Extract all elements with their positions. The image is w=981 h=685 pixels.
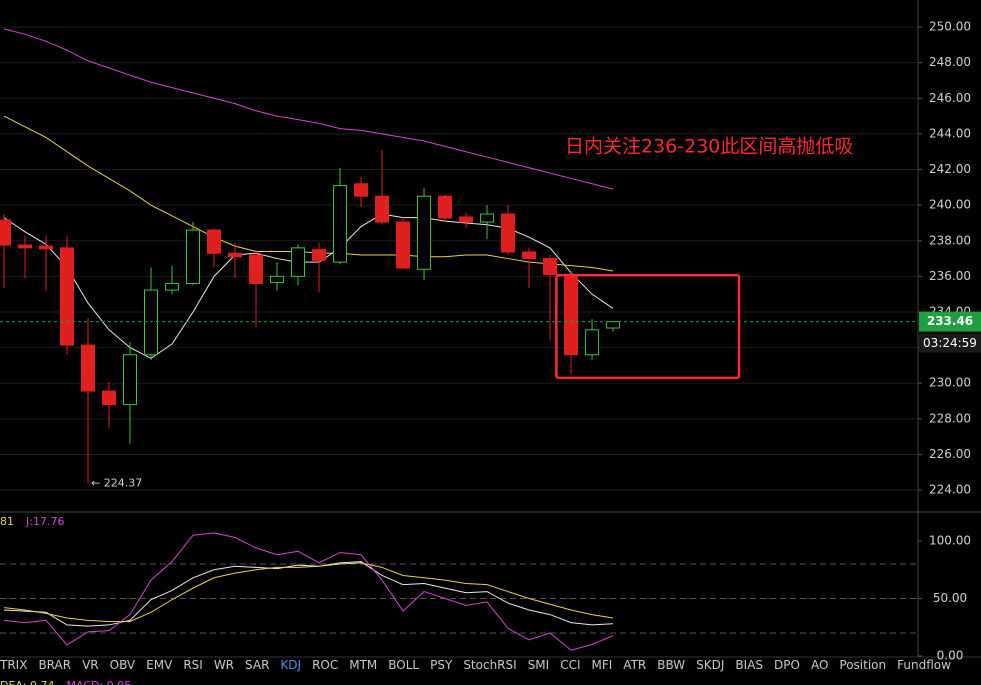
indicator-tab[interactable]: AO (810, 658, 829, 672)
indicator-tab[interactable]: ROC (312, 658, 339, 672)
y-tick-label: 250.00 (929, 20, 971, 34)
candle-body (228, 252, 243, 258)
footer-value: MACD: 0.05 (66, 679, 131, 685)
y-tick-label: 100.00 (929, 533, 971, 547)
moving-average-line (3, 213, 614, 359)
candle-body (207, 229, 222, 254)
annotation: 日内关注236-230此区间高抛低吸 (565, 136, 853, 158)
indicator-tabs: TRIX BRAR VR OBV EMV RSI WR SAR KDJ ROC MTM BOLL PSY… (0, 657, 951, 674)
last-price-label: 233.46 (927, 314, 973, 328)
indicator-tab[interactable]: StochRSI (463, 658, 517, 672)
y-tick-label: 244.00 (929, 126, 971, 140)
indicator-tab[interactable]: WR (213, 658, 235, 672)
y-tick-label: 224.00 (929, 483, 971, 497)
moving-average-line (3, 28, 614, 190)
y-tick-label: 226.00 (929, 447, 971, 461)
candle-body (102, 390, 117, 406)
indicator-legend: 81 (0, 515, 14, 528)
indicator-line (3, 561, 614, 627)
y-tick-label: 236.00 (929, 269, 971, 283)
indicator-tab[interactable]: KDJ (280, 658, 302, 672)
indicator-tab[interactable]: TRIX (0, 658, 28, 672)
indicator-tab[interactable]: OBV (109, 658, 136, 672)
candle-body (396, 221, 411, 269)
candle-body (80, 344, 95, 392)
candle-body (606, 321, 621, 329)
candle-body (186, 229, 201, 284)
indicator-tab[interactable]: BOLL (388, 658, 420, 672)
candle-body (17, 244, 32, 249)
candle-body (312, 249, 327, 261)
indicator-tab[interactable]: ATR (623, 658, 647, 672)
indicator-tab[interactable]: Fundflow (897, 658, 951, 672)
range-box (555, 273, 741, 380)
candle-body (333, 185, 348, 263)
candle-body (522, 251, 537, 260)
candle-body (480, 213, 495, 223)
countdown-label: 03:24:59 (923, 336, 977, 350)
candle-body (59, 247, 74, 346)
y-tick-label: 238.00 (929, 233, 971, 247)
indicator-tab[interactable]: SKDJ (696, 658, 725, 672)
indicator-tab[interactable]: SMI (527, 658, 550, 672)
indicator-line (3, 562, 614, 622)
indicator-tab[interactable]: BIAS (735, 658, 764, 672)
candle-body (38, 245, 53, 250)
y-tick-label: 248.00 (929, 55, 971, 69)
indicator-tab[interactable]: PSY (430, 658, 453, 672)
y-tick-label: 240.00 (929, 198, 971, 212)
candle-body (249, 254, 264, 284)
candle-body (123, 354, 138, 406)
candle-body (375, 195, 390, 223)
candle-body (0, 219, 11, 246)
candle-body (501, 213, 516, 253)
footer-value: DEA: 0.74 (0, 679, 54, 685)
y-tick-label: 230.00 (929, 376, 971, 390)
indicator-tab[interactable]: RSI (183, 658, 203, 672)
countdown-tag (919, 333, 981, 353)
indicator-tab[interactable]: MFI (591, 658, 613, 672)
indicator-tab[interactable]: DPO (774, 658, 800, 672)
candle-body (291, 247, 306, 277)
indicator-legend: J:17.76 (25, 515, 64, 528)
candle-body (585, 329, 600, 356)
indicator-tab[interactable]: SAR (245, 658, 270, 672)
candle-body (564, 274, 579, 356)
indicator-tab[interactable]: EMV (146, 658, 173, 672)
y-tick-label: 246.00 (929, 91, 971, 105)
indicator-tab[interactable]: Position (839, 658, 887, 672)
indicator-tab[interactable]: BRAR (38, 658, 72, 672)
y-tick-label: 228.00 (929, 411, 971, 425)
indicator-tab[interactable]: BBW (657, 658, 686, 672)
moving-average-line (3, 115, 614, 272)
y-tick-label: 50.00 (933, 591, 967, 605)
candle-body (270, 275, 285, 284)
candle-body (354, 183, 369, 197)
candle-body (459, 216, 474, 223)
candle-body (417, 195, 432, 270)
y-tick-label: 242.00 (929, 162, 971, 176)
indicator-tab[interactable]: MTM (349, 658, 378, 672)
low-price-label: ← 224.37 (91, 476, 142, 489)
indicator-tab[interactable]: VR (82, 658, 99, 672)
candle-body (543, 258, 558, 276)
y-tick-label: 0.00 (937, 648, 964, 662)
indicator-line (3, 532, 614, 651)
indicator-tab[interactable]: CCI (560, 658, 581, 672)
candle-body (144, 289, 159, 356)
candle-body (165, 282, 180, 291)
last-price-tag (919, 311, 981, 332)
candle-body (438, 195, 453, 219)
